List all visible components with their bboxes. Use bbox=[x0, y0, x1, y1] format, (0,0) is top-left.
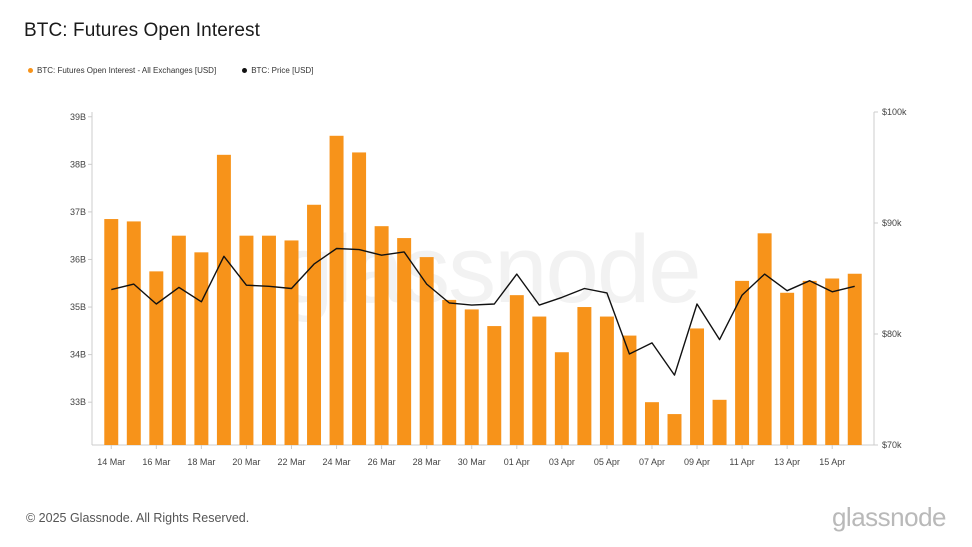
x-tick-label: 22 Mar bbox=[277, 457, 305, 467]
x-tick-label: 09 Apr bbox=[684, 457, 710, 467]
oi-bar bbox=[577, 307, 592, 445]
oi-bar bbox=[126, 221, 141, 445]
oi-bar bbox=[352, 152, 367, 445]
oi-bar bbox=[825, 278, 840, 445]
oi-bar bbox=[667, 414, 682, 445]
oi-bar bbox=[284, 240, 299, 445]
oi-bar bbox=[802, 280, 817, 445]
x-tick-label: 07 Apr bbox=[639, 457, 665, 467]
y-left-tick-label: 35B bbox=[70, 302, 86, 312]
legend-swatch-orange-icon bbox=[28, 68, 33, 73]
x-tick-label: 13 Apr bbox=[774, 457, 800, 467]
y-left-tick-label: 38B bbox=[70, 159, 86, 169]
y-right-tick-label: $90k bbox=[882, 218, 902, 228]
oi-bar bbox=[690, 328, 705, 445]
oi-bar bbox=[712, 399, 727, 445]
y-left-tick-label: 39B bbox=[70, 112, 86, 122]
y-left-tick-label: 37B bbox=[70, 207, 86, 217]
oi-bar bbox=[554, 352, 569, 445]
x-tick-label: 20 Mar bbox=[232, 457, 260, 467]
legend-label-price: BTC: Price [USD] bbox=[251, 66, 314, 75]
oi-bar bbox=[104, 219, 119, 445]
oi-bar bbox=[487, 326, 502, 445]
legend-label-open-interest: BTC: Futures Open Interest - All Exchang… bbox=[37, 66, 217, 75]
oi-bar bbox=[509, 295, 524, 445]
x-tick-label: 14 Mar bbox=[97, 457, 125, 467]
legend-swatch-black-icon bbox=[242, 68, 248, 73]
legend-item-price[interactable]: BTC: Price [USD] bbox=[242, 66, 313, 75]
oi-bar bbox=[261, 235, 276, 445]
oi-bar bbox=[757, 233, 772, 445]
y-right-tick-label: $80k bbox=[882, 329, 902, 339]
oi-bar bbox=[329, 135, 344, 446]
oi-bar bbox=[847, 273, 862, 445]
oi-bar bbox=[216, 154, 231, 446]
x-tick-label: 30 Mar bbox=[458, 457, 486, 467]
x-tick-label: 01 Apr bbox=[504, 457, 530, 467]
x-tick-label: 18 Mar bbox=[187, 457, 215, 467]
oi-bar bbox=[419, 257, 434, 445]
x-tick-label: 03 Apr bbox=[549, 457, 575, 467]
brand-logo: glassnode bbox=[831, 502, 947, 532]
oi-bar bbox=[307, 204, 322, 445]
x-tick-label: 24 Mar bbox=[323, 457, 351, 467]
x-tick-label: 11 Apr bbox=[729, 457, 754, 467]
oi-bar bbox=[780, 292, 795, 445]
oi-bar bbox=[374, 226, 389, 445]
price-line bbox=[111, 247, 855, 376]
oi-bar bbox=[644, 402, 659, 445]
oi-bar bbox=[532, 316, 547, 445]
oi-bar bbox=[239, 235, 254, 445]
legend: BTC: Futures Open Interest - All Exchang… bbox=[28, 66, 313, 75]
oi-bar bbox=[397, 238, 412, 445]
x-tick-label: 28 Mar bbox=[413, 457, 441, 467]
oi-bar bbox=[194, 252, 209, 445]
y-left-tick-label: 33B bbox=[70, 397, 86, 407]
y-right-tick-label: $100k bbox=[882, 107, 907, 117]
oi-bar bbox=[464, 309, 479, 445]
x-tick-label: 15 Apr bbox=[819, 457, 845, 467]
x-tick-label: 16 Mar bbox=[142, 457, 170, 467]
oi-bar bbox=[171, 235, 186, 445]
copyright-footer: © 2025 Glassnode. All Rights Reserved. bbox=[26, 511, 250, 525]
legend-item-open-interest[interactable]: BTC: Futures Open Interest - All Exchang… bbox=[28, 66, 216, 75]
oi-bar bbox=[442, 299, 457, 445]
y-left-tick-label: 36B bbox=[70, 254, 86, 264]
oi-bar bbox=[599, 316, 614, 445]
y-left-tick-label: 34B bbox=[70, 350, 86, 360]
oi-bar bbox=[735, 280, 750, 445]
oi-bar bbox=[622, 335, 637, 445]
chart-title: BTC: Futures Open Interest bbox=[24, 20, 260, 41]
y-right-tick-label: $70k bbox=[882, 440, 902, 450]
oi-bar bbox=[149, 271, 164, 445]
x-tick-label: 05 Apr bbox=[594, 457, 620, 467]
x-tick-label: 26 Mar bbox=[368, 457, 396, 467]
